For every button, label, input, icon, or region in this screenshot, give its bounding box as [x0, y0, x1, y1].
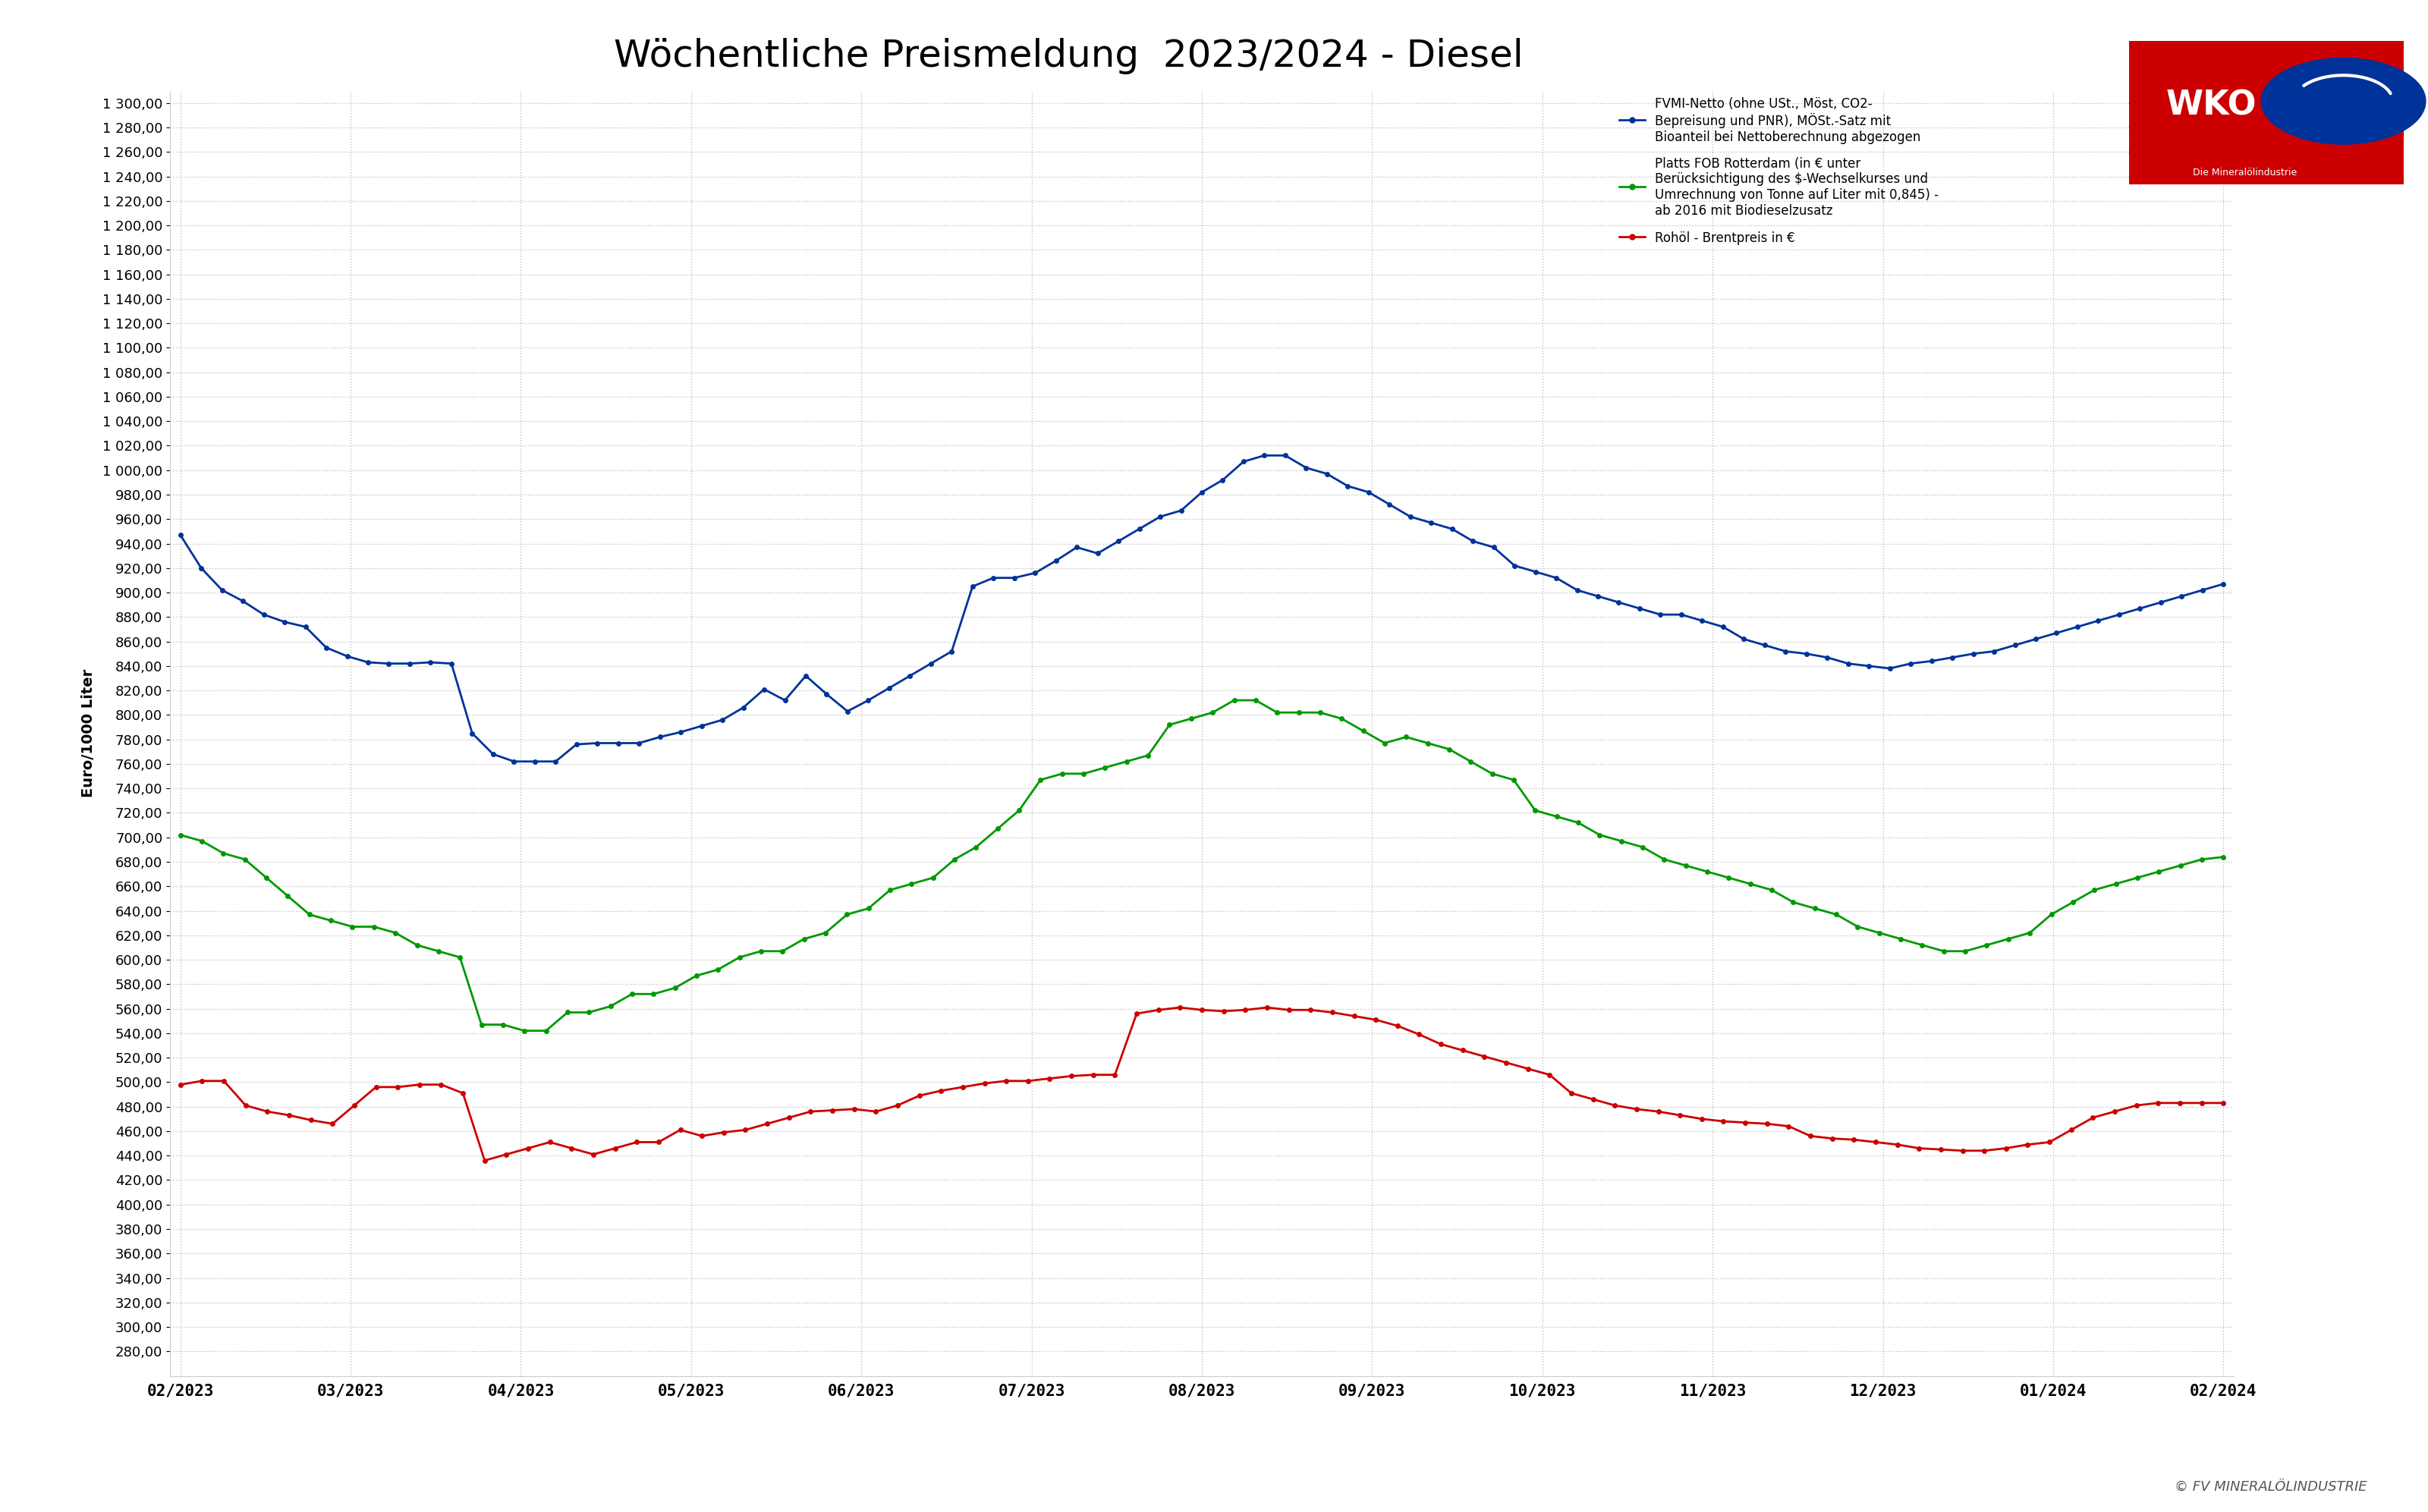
- Text: © FV MINERALÖLINDUSTRIE: © FV MINERALÖLINDUSTRIE: [2175, 1480, 2367, 1494]
- Text: WKO: WKO: [2166, 89, 2258, 122]
- Circle shape: [2260, 57, 2426, 144]
- Legend: FVMI-Netto (ohne USt., Möst, CO2-
Bepreisung und PNR), MÖSt.-Satz mit
Bioanteil : FVMI-Netto (ohne USt., Möst, CO2- Beprei…: [1612, 91, 1945, 253]
- Text: Wöchentliche Preismeldung  2023/2024 - Diesel: Wöchentliche Preismeldung 2023/2024 - Di…: [614, 38, 1522, 74]
- Y-axis label: Euro/1000 Liter: Euro/1000 Liter: [83, 670, 95, 797]
- Text: Die Mineralölindustrie: Die Mineralölindustrie: [2192, 168, 2297, 178]
